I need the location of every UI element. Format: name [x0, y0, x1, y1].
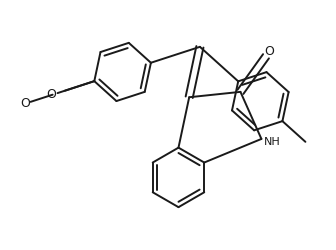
Text: O: O	[265, 45, 275, 58]
Text: NH: NH	[264, 136, 281, 146]
Text: O: O	[20, 97, 30, 110]
Text: O: O	[47, 88, 56, 102]
